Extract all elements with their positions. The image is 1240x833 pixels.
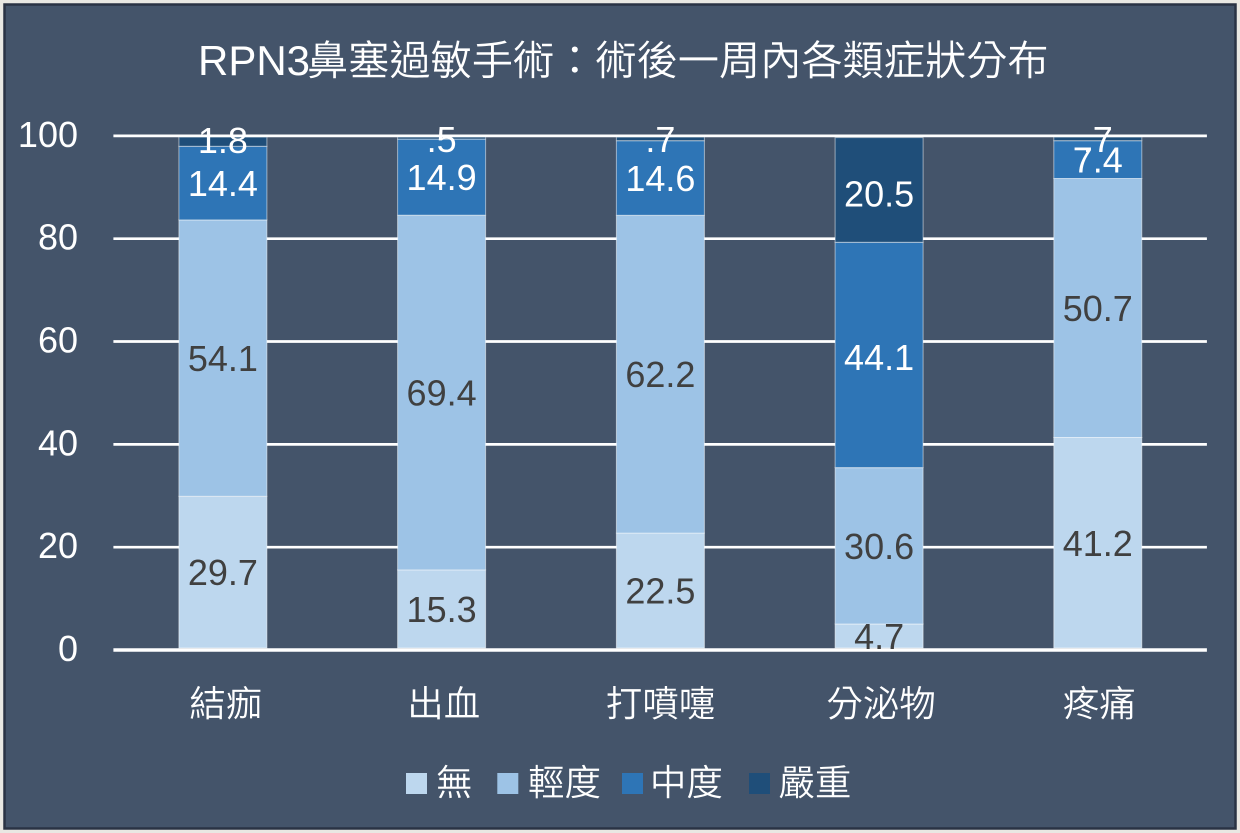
svg-text:60: 60 — [38, 320, 78, 361]
svg-text:50.7: 50.7 — [1063, 288, 1133, 329]
svg-text:80: 80 — [38, 217, 78, 258]
svg-text:14.6: 14.6 — [625, 158, 695, 199]
svg-text:1.8: 1.8 — [198, 120, 248, 161]
svg-text:30.6: 30.6 — [844, 526, 914, 567]
svg-text:20.5: 20.5 — [844, 174, 914, 215]
svg-text:29.7: 29.7 — [188, 552, 258, 593]
svg-text:.5: .5 — [427, 119, 457, 160]
svg-text:40: 40 — [38, 422, 78, 463]
svg-text:0: 0 — [58, 628, 78, 669]
svg-text:4.7: 4.7 — [854, 616, 904, 657]
svg-text:100: 100 — [18, 114, 78, 155]
svg-text:20: 20 — [38, 525, 78, 566]
svg-text:62.2: 62.2 — [625, 354, 695, 395]
svg-text:RPN3: RPN3 — [198, 37, 310, 84]
svg-text:14.4: 14.4 — [188, 163, 258, 204]
svg-text:41.2: 41.2 — [1063, 523, 1133, 564]
svg-text:14.9: 14.9 — [407, 157, 477, 198]
svg-text:.7: .7 — [1083, 119, 1113, 160]
svg-text:69.4: 69.4 — [407, 373, 477, 414]
svg-text:.7: .7 — [645, 119, 675, 160]
svg-text:7.4: 7.4 — [1073, 140, 1123, 181]
svg-text:54.1: 54.1 — [188, 338, 258, 379]
svg-text:15.3: 15.3 — [407, 589, 477, 630]
svg-text:22.5: 22.5 — [625, 571, 695, 612]
svg-text:44.1: 44.1 — [844, 337, 914, 378]
